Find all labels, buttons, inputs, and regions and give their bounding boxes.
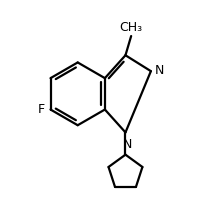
Text: N: N bbox=[123, 138, 132, 151]
Text: CH₃: CH₃ bbox=[120, 21, 143, 34]
Text: N: N bbox=[155, 64, 164, 77]
Text: F: F bbox=[38, 103, 45, 116]
